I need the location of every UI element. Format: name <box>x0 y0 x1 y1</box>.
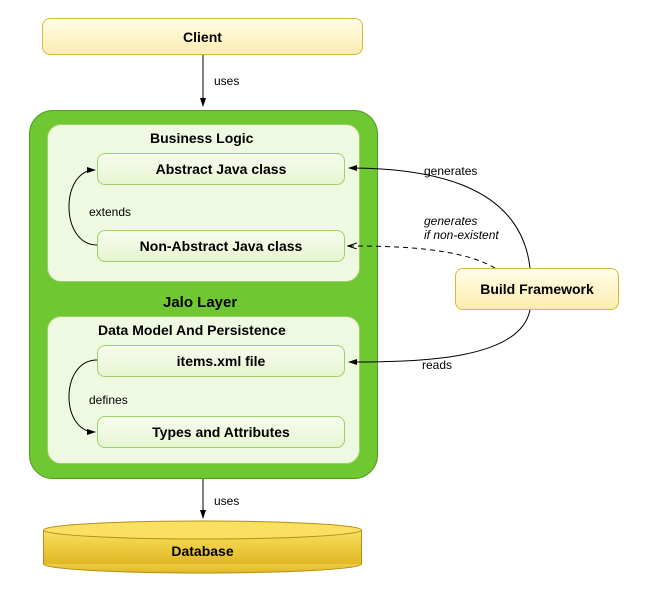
label-defines: defines <box>89 393 128 407</box>
database-node: Database <box>42 520 363 574</box>
nonabstract-class-node: Non-Abstract Java class <box>97 230 345 262</box>
types-attrs-node: Types and Attributes <box>97 416 345 448</box>
abstract-class-label: Abstract Java class <box>156 161 287 177</box>
jalo-layer-title: Jalo Layer <box>163 294 237 311</box>
label-generates-if: generates if non-existent <box>424 214 499 243</box>
label-uses-top: uses <box>214 74 239 88</box>
build-framework-node: Build Framework <box>455 268 619 310</box>
label-generates: generates <box>424 164 477 178</box>
database-label: Database <box>171 543 233 559</box>
label-reads: reads <box>422 358 452 372</box>
business-logic-title: Business Logic <box>150 130 253 146</box>
build-framework-label: Build Framework <box>480 281 594 297</box>
label-uses-bottom: uses <box>214 494 239 508</box>
abstract-class-node: Abstract Java class <box>97 153 345 185</box>
types-attrs-label: Types and Attributes <box>152 424 290 440</box>
client-label: Client <box>183 29 222 45</box>
nonabstract-class-label: Non-Abstract Java class <box>140 238 303 254</box>
data-model-title: Data Model And Persistence <box>98 322 286 338</box>
items-xml-label: items.xml file <box>177 353 266 369</box>
items-xml-node: items.xml file <box>97 345 345 377</box>
client-node: Client <box>42 18 363 55</box>
label-extends: extends <box>89 205 131 219</box>
